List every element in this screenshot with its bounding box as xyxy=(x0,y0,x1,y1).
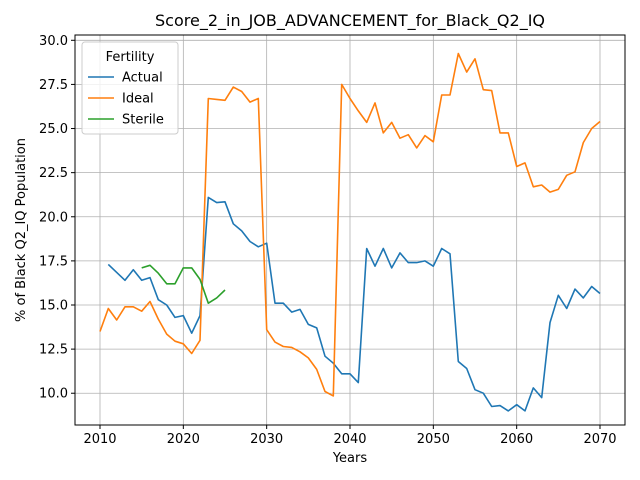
y-tick-label: 15.0 xyxy=(39,299,68,314)
x-axis-ticks: 2010 2020 2030 2040 2050 2060 2070 xyxy=(83,425,617,447)
y-tick-label: 10.0 xyxy=(39,387,68,402)
x-tick-label: 2070 xyxy=(583,432,616,447)
y-tick-label: 12.5 xyxy=(39,343,68,358)
series-lines xyxy=(99,52,601,412)
legend-label-actual: Actual xyxy=(122,71,163,86)
y-tick-label: 30.0 xyxy=(39,34,68,49)
x-axis-label: Years xyxy=(332,451,368,466)
series-line-actual xyxy=(107,196,601,412)
legend-title: Fertility xyxy=(106,50,155,65)
x-tick-label: 2020 xyxy=(167,432,200,447)
x-tick-label: 2030 xyxy=(250,432,283,447)
series-line-sterile xyxy=(141,264,226,304)
y-tick-label: 27.5 xyxy=(39,78,68,93)
y-tick-label: 25.0 xyxy=(39,122,68,137)
y-tick-label: 22.5 xyxy=(39,166,68,181)
x-tick-label: 2050 xyxy=(417,432,450,447)
series-line-ideal xyxy=(99,52,601,397)
y-axis-label: % of Black Q2_IQ Population xyxy=(14,138,29,322)
legend-label-sterile: Sterile xyxy=(122,113,164,128)
grid-lines xyxy=(75,35,625,425)
chart-title: Score_2_in_JOB_ADVANCEMENT_for_Black_Q2_… xyxy=(155,11,545,31)
x-tick-label: 2060 xyxy=(500,432,533,447)
y-tick-label: 17.5 xyxy=(39,254,68,269)
legend-items: Actual Ideal Sterile xyxy=(88,71,164,128)
y-tick-label: 20.0 xyxy=(39,210,68,225)
x-tick-label: 2010 xyxy=(83,432,116,447)
y-axis-ticks: 10.0 12.5 15.0 17.5 20.0 22.5 25.0 27.5 30.0 xyxy=(39,34,75,402)
legend-box xyxy=(81,41,179,135)
legend: Fertility Actual Ideal Sterile xyxy=(81,41,179,135)
x-tick-label: 2040 xyxy=(333,432,366,447)
legend-label-ideal: Ideal xyxy=(122,92,154,107)
